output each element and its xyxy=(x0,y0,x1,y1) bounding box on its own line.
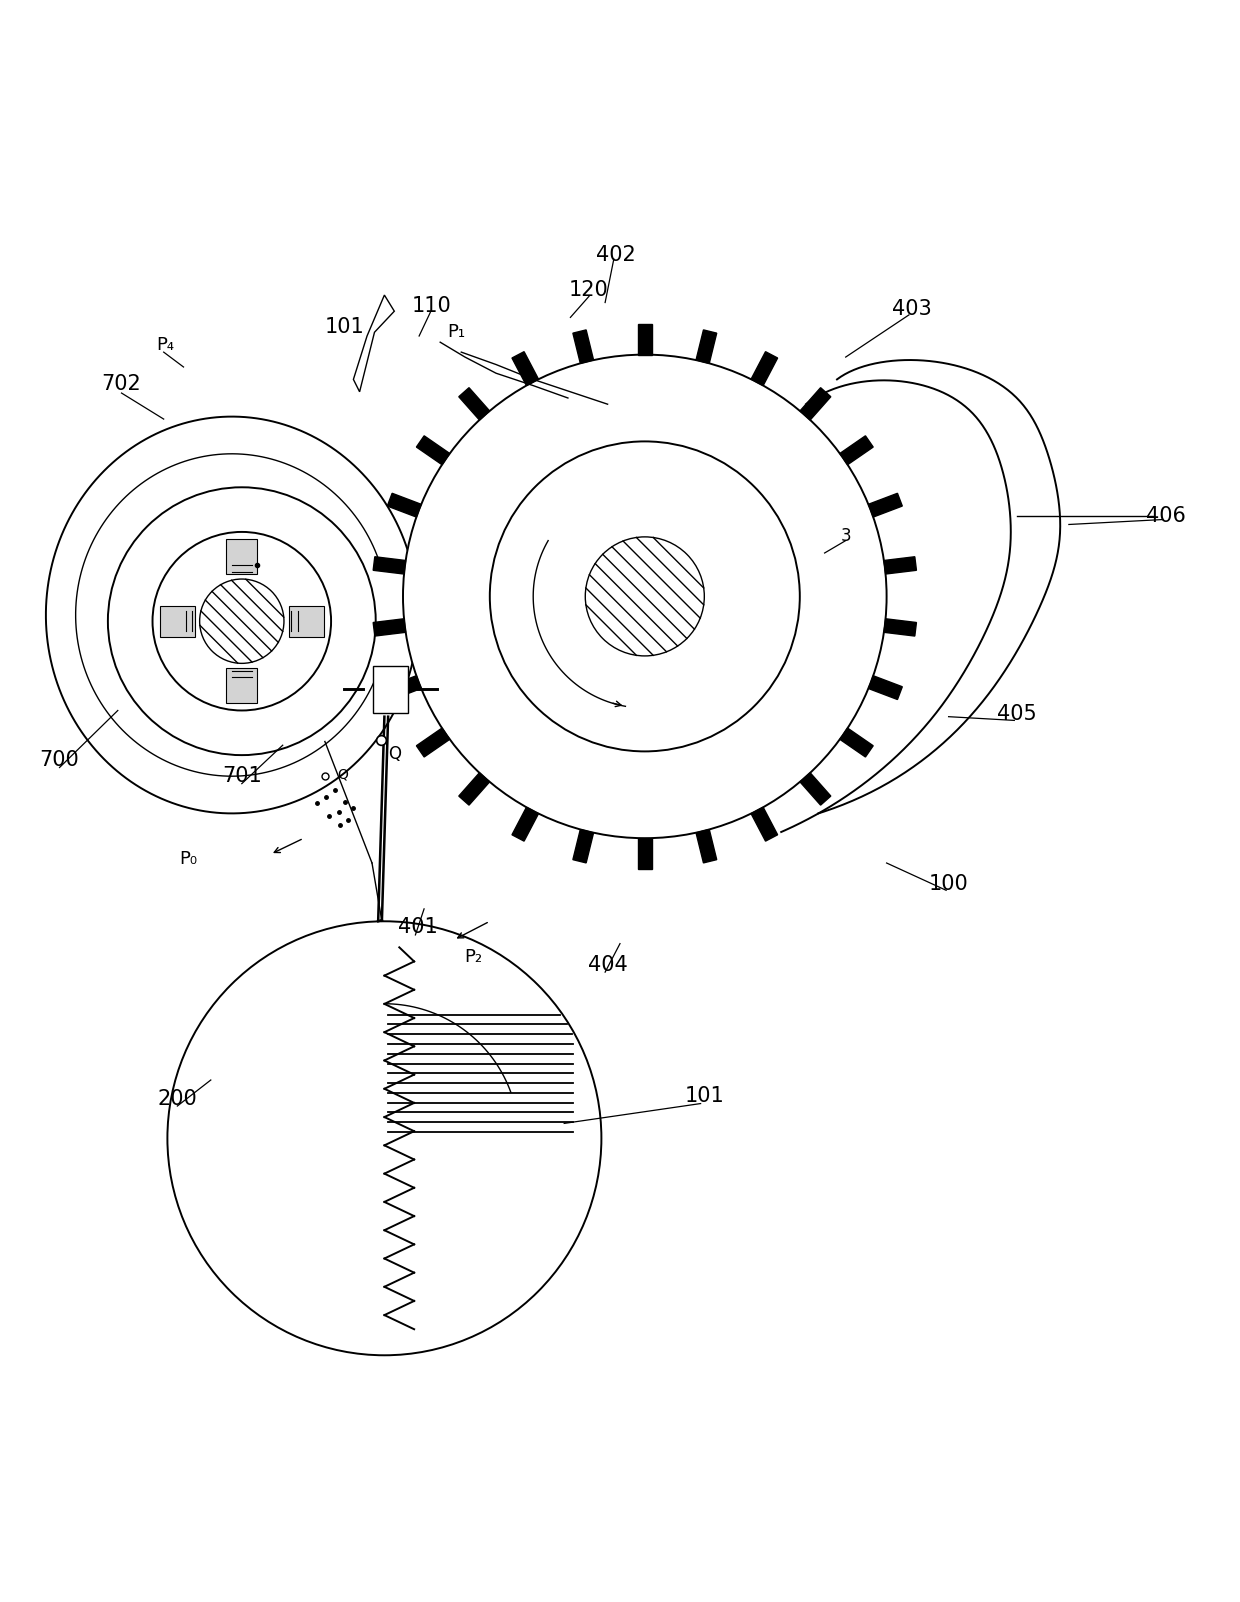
Polygon shape xyxy=(459,388,490,420)
Polygon shape xyxy=(387,676,422,700)
Polygon shape xyxy=(884,618,916,636)
Polygon shape xyxy=(512,352,538,386)
Polygon shape xyxy=(800,388,831,420)
Circle shape xyxy=(366,317,924,875)
Text: 120: 120 xyxy=(569,280,609,300)
Text: 110: 110 xyxy=(412,296,451,316)
Polygon shape xyxy=(751,807,777,841)
Polygon shape xyxy=(884,557,916,574)
Text: P₄: P₄ xyxy=(156,336,174,354)
Polygon shape xyxy=(800,772,831,806)
Polygon shape xyxy=(573,830,594,863)
Text: 200: 200 xyxy=(157,1089,197,1109)
Text: P₂: P₂ xyxy=(465,948,482,966)
Circle shape xyxy=(403,354,887,838)
Circle shape xyxy=(153,532,331,710)
Polygon shape xyxy=(459,772,490,806)
Polygon shape xyxy=(373,557,405,574)
Polygon shape xyxy=(387,493,422,517)
Text: 401: 401 xyxy=(398,918,438,937)
Polygon shape xyxy=(696,330,717,364)
Polygon shape xyxy=(573,330,594,364)
Text: 406: 406 xyxy=(1146,506,1185,525)
Text: Q: Q xyxy=(337,767,348,782)
Polygon shape xyxy=(226,540,258,574)
Polygon shape xyxy=(417,729,450,758)
Polygon shape xyxy=(373,666,408,713)
Text: 702: 702 xyxy=(102,375,141,394)
Text: P₁: P₁ xyxy=(448,324,465,341)
Text: 405: 405 xyxy=(997,705,1037,724)
Text: 101: 101 xyxy=(325,317,365,338)
Polygon shape xyxy=(373,618,405,636)
Circle shape xyxy=(490,442,800,751)
Polygon shape xyxy=(160,606,195,636)
Polygon shape xyxy=(696,830,717,863)
Text: 100: 100 xyxy=(929,875,968,894)
Circle shape xyxy=(585,537,704,655)
Polygon shape xyxy=(839,729,873,758)
Polygon shape xyxy=(417,436,450,465)
Text: 402: 402 xyxy=(596,245,636,266)
Circle shape xyxy=(200,578,284,663)
Text: 101: 101 xyxy=(684,1086,724,1105)
Polygon shape xyxy=(751,352,777,386)
Polygon shape xyxy=(868,493,903,517)
Text: 403: 403 xyxy=(892,298,931,319)
Text: 700: 700 xyxy=(40,750,79,771)
Polygon shape xyxy=(353,295,394,392)
Polygon shape xyxy=(868,676,903,700)
Polygon shape xyxy=(289,606,324,636)
Text: 404: 404 xyxy=(588,955,627,974)
Circle shape xyxy=(108,487,376,755)
Text: P₀: P₀ xyxy=(180,851,197,868)
Text: 3: 3 xyxy=(841,527,851,545)
Polygon shape xyxy=(639,324,652,354)
Circle shape xyxy=(167,921,601,1355)
Polygon shape xyxy=(226,668,258,703)
Polygon shape xyxy=(639,838,652,870)
Text: 701: 701 xyxy=(222,766,262,787)
Text: Q: Q xyxy=(388,745,401,763)
Polygon shape xyxy=(839,436,873,465)
Polygon shape xyxy=(512,807,538,841)
